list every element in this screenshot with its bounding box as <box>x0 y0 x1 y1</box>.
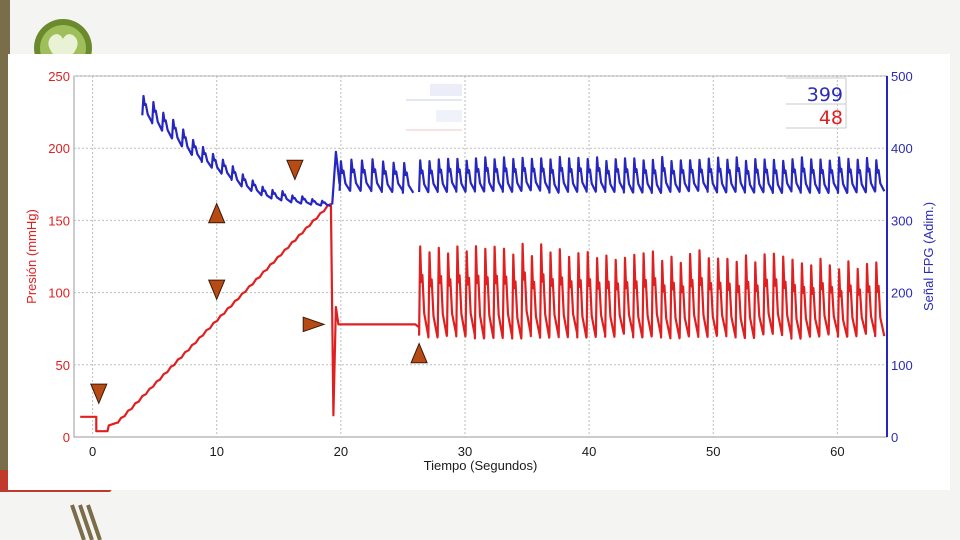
left-axis-title: Presión (mmHg) <box>24 209 39 304</box>
pressure-series-segment <box>418 242 886 340</box>
ppg-series-segment <box>418 155 886 194</box>
x-axis-title: Tiempo (Segundos) <box>424 458 538 473</box>
series-layer <box>80 94 886 433</box>
right-axis-title: Señal FPG (Adim.) <box>921 202 936 311</box>
ppg-readout-value: 399 <box>807 84 843 106</box>
right-tick-label: 500 <box>891 69 913 84</box>
left-tick-label: 0 <box>63 430 70 445</box>
right-tick-label: 0 <box>891 430 898 445</box>
grid-layer <box>73 75 888 438</box>
x-tick-label: 0 <box>89 444 96 459</box>
x-tick-label: 20 <box>334 444 348 459</box>
pressure-series-segment <box>80 415 118 433</box>
left-tick-label: 150 <box>48 213 70 228</box>
ppg-series-segment <box>141 94 332 208</box>
tick-layer: 0 10 20 30 40 50 60 0 50 100 150 200 250 0 100 200 300 40… <box>48 69 912 459</box>
event-marker-down <box>90 383 108 405</box>
left-tick-label: 100 <box>48 286 70 301</box>
ppg-series-segment <box>338 158 415 194</box>
x-tick-label: 40 <box>582 444 596 459</box>
marker-layer <box>90 159 428 405</box>
value-readout: 399 48 <box>406 77 847 131</box>
x-tick-label: 60 <box>830 444 844 459</box>
right-tick-label: 400 <box>891 141 913 156</box>
right-tick-label: 300 <box>891 213 913 228</box>
left-tick-label: 200 <box>48 141 70 156</box>
x-tick-label: 50 <box>706 444 720 459</box>
event-marker-down <box>286 159 304 181</box>
slide-bottom-strokes <box>70 504 102 540</box>
event-marker-right <box>302 316 326 333</box>
pressure-series-segment <box>116 202 332 425</box>
right-tick-label: 100 <box>891 358 913 373</box>
ppg-series-segment <box>331 150 341 205</box>
event-marker-up <box>207 202 226 224</box>
x-tick-label: 30 <box>458 444 472 459</box>
pressure-series-segment <box>329 203 420 417</box>
pressure-readout-value: 48 <box>819 107 843 129</box>
x-tick-label: 10 <box>210 444 224 459</box>
slide-left-stripe <box>0 0 10 470</box>
event-marker-up <box>410 342 428 364</box>
left-tick-label: 50 <box>56 358 70 373</box>
faded-readout-labels <box>406 84 462 131</box>
left-tick-label: 250 <box>48 69 70 84</box>
right-tick-label: 200 <box>891 286 913 301</box>
event-marker-down <box>207 279 226 301</box>
